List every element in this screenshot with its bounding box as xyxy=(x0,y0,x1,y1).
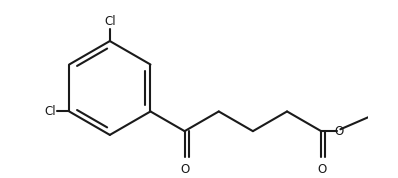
Text: O: O xyxy=(180,163,190,176)
Text: O: O xyxy=(317,163,326,176)
Text: Cl: Cl xyxy=(45,105,56,118)
Text: Cl: Cl xyxy=(104,15,116,28)
Text: O: O xyxy=(334,125,343,138)
